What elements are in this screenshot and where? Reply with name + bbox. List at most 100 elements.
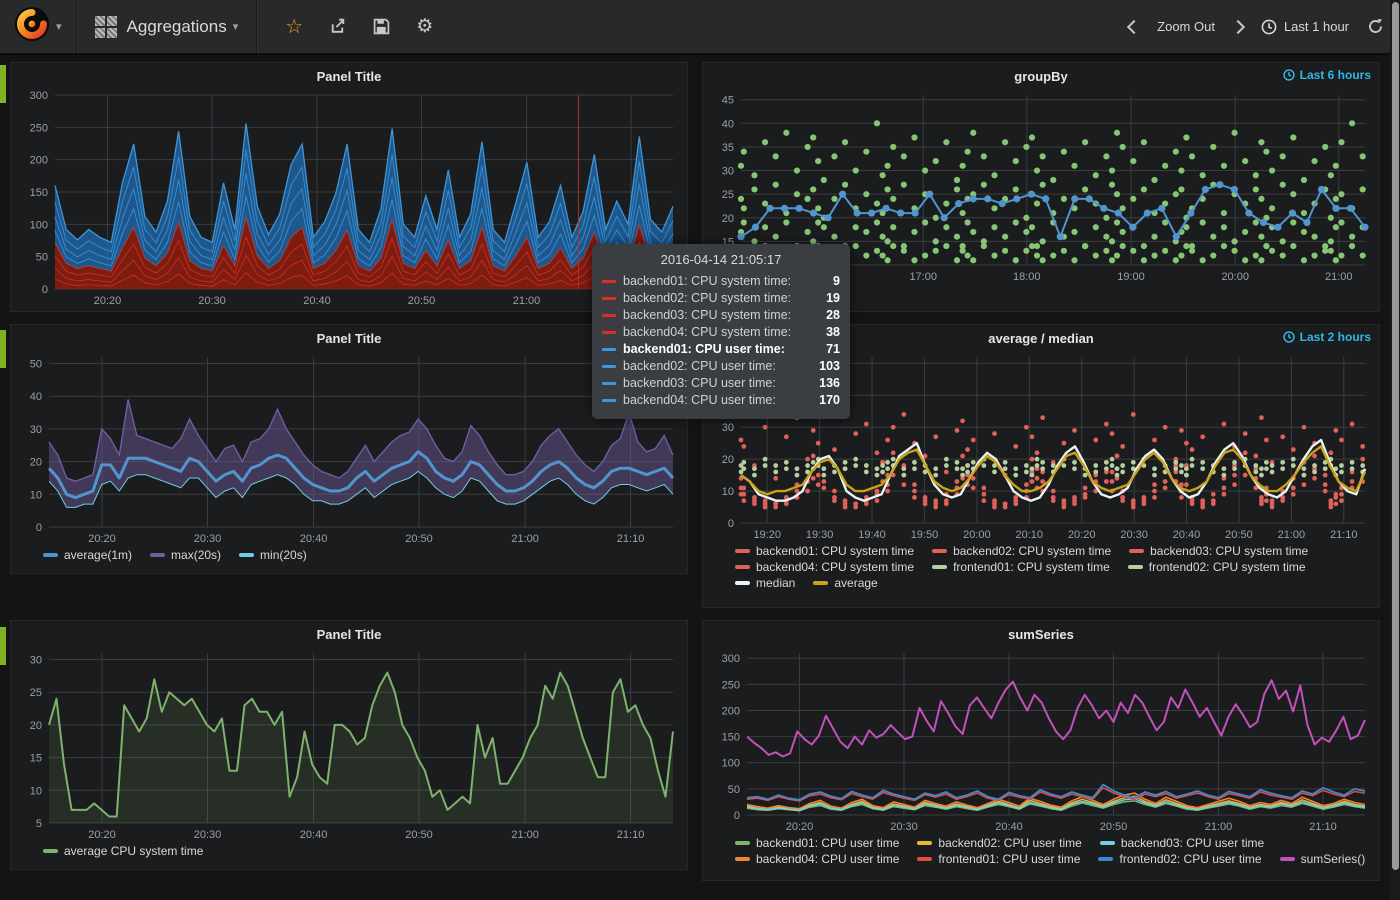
svg-text:21:00: 21:00 <box>511 829 539 841</box>
svg-text:40: 40 <box>722 118 734 130</box>
legend-item[interactable]: max(20s) <box>150 548 221 562</box>
zoom-out-button[interactable]: Zoom Out <box>1157 19 1215 34</box>
series-color-dash <box>602 313 616 317</box>
legend-item[interactable]: backend03: CPU system time <box>1129 544 1308 558</box>
svg-text:5: 5 <box>36 818 42 830</box>
legend-item[interactable]: backend02: CPU user time <box>917 836 1082 850</box>
tooltip-timestamp: 2016-04-14 21:05:17 <box>660 252 782 267</box>
panel-title[interactable]: sumSeries <box>1008 626 1074 642</box>
chart-avg-max-min[interactable]: 0 10 20 30 40 50 20:20 20:30 20:40 20:50 21:00 21:1… <box>15 351 683 547</box>
legend-item[interactable]: backend04: CPU user time <box>735 852 899 866</box>
legend-item[interactable]: average <box>813 576 878 590</box>
legend-item[interactable]: median <box>735 576 795 590</box>
chart-average-median[interactable]: 0102030405019:2019:3019:4019:5020:0020:1… <box>707 351 1375 543</box>
svg-text:20:20: 20:20 <box>1068 529 1096 541</box>
panel-sumseries: sumSeries 0 50 100 150 200 250 300 20:20 20:30 20… <box>702 620 1380 881</box>
legend-item[interactable]: backend01: CPU system time <box>735 544 914 558</box>
row-toggle-handle[interactable] <box>0 65 6 103</box>
svg-text:20:50: 20:50 <box>405 829 433 841</box>
legend: average CPU system time <box>11 843 687 862</box>
svg-text:100: 100 <box>30 219 48 231</box>
panel-title[interactable]: average / median <box>988 330 1094 346</box>
panel-title[interactable]: Panel Title <box>316 68 382 84</box>
svg-text:20:20: 20:20 <box>786 821 814 833</box>
legend-item[interactable]: backend03: CPU user time <box>1099 836 1264 850</box>
time-range-label: Last 1 hour <box>1283 19 1349 34</box>
time-shift-right-button[interactable] <box>1230 19 1246 34</box>
top-nav: ▾ Aggregations ▾ ☆ ⚙ Zoom Out Last 1 ho <box>0 0 1400 55</box>
panel-title[interactable]: Panel Title <box>316 626 382 642</box>
save-button[interactable] <box>373 18 390 35</box>
svg-text:30: 30 <box>30 424 42 436</box>
svg-text:250: 250 <box>30 122 48 134</box>
scrollbar-thumb[interactable] <box>1392 2 1399 870</box>
row-toggle-handle[interactable] <box>0 330 6 368</box>
series-color-dash <box>602 279 616 283</box>
svg-text:20:50: 20:50 <box>405 533 433 545</box>
panel-title[interactable]: groupBy <box>1014 68 1068 84</box>
svg-text:300: 300 <box>722 653 740 665</box>
legend-item[interactable]: sumSeries() <box>1279 852 1365 866</box>
legend-item[interactable]: frontend02: CPU user time <box>1098 852 1262 866</box>
chart-avg-cpu[interactable]: 5 10 15 20 25 30 20:20 20:30 20:40 20:50 21:00 21:1… <box>15 647 683 843</box>
dashboard-grid-icon <box>94 15 117 38</box>
svg-text:20:20: 20:20 <box>88 533 116 545</box>
panel-title[interactable]: Panel Title <box>316 330 382 346</box>
dashboard-picker[interactable]: Aggregations ▾ <box>77 0 257 53</box>
legend-item[interactable]: average CPU system time <box>43 844 203 858</box>
time-picker-button[interactable]: Last 1 hour <box>1261 19 1349 35</box>
legend-item[interactable]: frontend01: CPU user time <box>917 852 1080 866</box>
chart-stacked-cpu[interactable]: 0 50 100 150 200 250 300 20:20 20:30 20:40 20:50 21… <box>15 89 683 309</box>
refresh-button[interactable] <box>1367 18 1384 35</box>
series-color-dash <box>602 381 616 385</box>
time-override-badge: Last 2 hours <box>1282 330 1371 344</box>
svg-text:19:30: 19:30 <box>806 529 834 541</box>
svg-text:19:50: 19:50 <box>911 529 939 541</box>
svg-text:20:40: 20:40 <box>300 829 328 841</box>
svg-text:20: 20 <box>722 454 734 466</box>
graph-tooltip: 2016-04-14 21:05:17 backend01: CPU syste… <box>592 244 850 419</box>
svg-text:19:20: 19:20 <box>753 529 781 541</box>
chart-sumseries[interactable]: 0 50 100 150 200 250 300 20:20 20:30 20:40 20:50 21… <box>707 647 1375 835</box>
legend-item[interactable]: backend04: CPU system time <box>735 560 914 574</box>
tooltip-row: backend01: CPU user time: 71 <box>602 342 840 356</box>
svg-text:30: 30 <box>722 166 734 178</box>
logo-caret-icon: ▾ <box>56 21 62 33</box>
svg-text:21:10: 21:10 <box>1330 529 1358 541</box>
svg-text:20:10: 20:10 <box>1016 529 1044 541</box>
star-button[interactable]: ☆ <box>285 15 304 38</box>
svg-text:21:10: 21:10 <box>1309 821 1337 833</box>
clock-icon <box>1261 19 1277 34</box>
svg-text:35: 35 <box>722 142 734 154</box>
chart-groupby[interactable]: 101520253035404517:0018:0019:0020:0021:0… <box>707 89 1375 285</box>
svg-text:20:00: 20:00 <box>1221 271 1249 283</box>
svg-text:21:10: 21:10 <box>617 533 645 545</box>
nav-separator <box>75 0 77 53</box>
legend: backend01: CPU user time backend02: CPU u… <box>703 835 1379 870</box>
time-shift-left-button[interactable] <box>1127 19 1142 34</box>
gear-button[interactable]: ⚙ <box>416 16 434 37</box>
share-button[interactable] <box>329 18 347 35</box>
svg-text:15: 15 <box>30 753 42 765</box>
legend-item[interactable]: min(20s) <box>239 548 307 562</box>
svg-text:300: 300 <box>30 90 48 102</box>
grafana-logo-icon <box>14 6 50 47</box>
legend: average(1m) max(20s) min(20s) <box>11 547 687 566</box>
series-color-dash <box>602 398 616 402</box>
legend-item[interactable]: frontend01: CPU system time <box>932 560 1110 574</box>
grafana-logo-button[interactable]: ▾ <box>0 0 76 53</box>
svg-text:20: 20 <box>722 213 734 225</box>
svg-text:20:30: 20:30 <box>194 533 222 545</box>
legend-item[interactable]: average(1m) <box>43 548 132 562</box>
tooltip-rows: backend01: CPU system time: 9 backend02: C… <box>602 274 840 407</box>
svg-text:20:40: 20:40 <box>995 821 1023 833</box>
panel-avg-cpu: Panel Title 5 10 15 20 25 30 20:20 20:30 20:40 20… <box>10 620 688 870</box>
svg-text:20:40: 20:40 <box>300 533 328 545</box>
svg-text:21:00: 21:00 <box>513 295 541 307</box>
legend-item[interactable]: frontend02: CPU system time <box>1127 560 1306 574</box>
svg-text:21:00: 21:00 <box>1325 271 1353 283</box>
row-toggle-handle[interactable] <box>0 627 6 665</box>
svg-text:19:40: 19:40 <box>858 529 886 541</box>
legend-item[interactable]: backend01: CPU user time <box>735 836 899 850</box>
legend-item[interactable]: backend02: CPU system time <box>932 544 1111 558</box>
